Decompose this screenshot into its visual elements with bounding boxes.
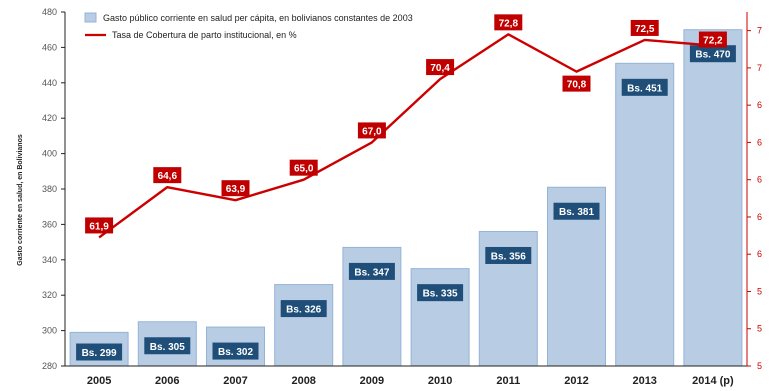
bar-label-box [76,343,123,361]
legend-label-bars: Gasto público corriente en salud per cáp… [103,13,413,23]
y2-tick-label: 5 [757,361,762,371]
x-tick-label: 2009 [360,375,384,387]
y2-tick-label: 5 [757,324,762,334]
bar-2008 [274,284,334,367]
line-value-label: 72,8 [499,18,519,29]
bar-value-label: Bs. 347 [354,267,389,278]
y2-tick-label: 6 [757,175,762,185]
y-tick-label: 440 [42,78,57,88]
y2-tick-label: 6 [757,100,762,110]
bar-label-box [553,202,600,220]
line-label-box [698,31,727,48]
y2-tick-label: 5 [757,286,762,296]
bar-2010 [410,268,470,367]
x-tick-label: 2013 [632,375,656,387]
bar-value-label: Bs. 470 [695,50,730,61]
bar-label-box [417,284,464,302]
y-tick-label: 300 [42,326,57,336]
y-tick-label: 380 [42,184,57,194]
x-tick-label: 2006 [155,375,179,387]
bar-value-label: Bs. 451 [627,83,662,94]
y-axis-label: Gasto corriente en salud, en Bolivianos [17,134,24,266]
line-label-box [562,75,591,92]
y-tick-label: 360 [42,219,57,229]
y-tick-label: 480 [42,7,57,17]
line-value-label: 72,2 [703,36,723,47]
y-tick-label: 340 [42,255,57,265]
line-label-box [289,159,318,176]
bar-value-label: Bs. 302 [218,347,253,358]
bar-label-box [212,342,259,360]
line-value-label: 70,4 [430,63,450,74]
line-label-box [85,217,114,234]
x-tick-label: 2011 [496,375,520,387]
x-tick-label: 2010 [428,375,452,387]
x-tick-label: 2005 [87,375,111,387]
y2-tick-label: 7 [757,26,762,36]
bar-value-label: Bs. 381 [559,207,594,218]
line-value-label: 61,9 [89,221,109,232]
axes-layer: 280 300 320 340 360 380 400 420 440 460 480 2005 200… [42,7,762,387]
y2-tick-label: 6 [757,212,762,222]
x-tick-label: 2012 [564,375,588,387]
x-tick-label: 2014 (p) [692,375,734,387]
line-label-box [357,122,386,139]
line-value-label: 67,0 [362,126,382,137]
x-tick-label: 2007 [223,375,247,387]
line-label-box [426,59,455,76]
line-label-box [630,19,659,36]
line-label-box [153,167,182,184]
y2-tick-label: 6 [757,249,762,259]
y-tick-label: 460 [42,42,57,52]
bar-label-box [144,337,191,355]
coverage-line [98,33,713,239]
bar-value-label: Bs. 335 [423,289,458,300]
bar-2014p [683,29,743,367]
line-label-box [221,180,250,197]
legend-swatch-bars [84,12,97,23]
line-value-label: 63,9 [226,184,246,195]
bar-value-label: Bs. 305 [150,342,185,353]
y2-tick-label: 6 [757,137,762,147]
y-tick-label: 400 [42,149,57,159]
bar-2013 [615,62,675,367]
bar-label-box [689,45,736,63]
line-label-box [494,14,523,31]
y2-tick-label: 7 [757,63,762,73]
bar-value-label: Bs. 326 [286,305,321,316]
bar-value-label: Bs. 299 [82,348,117,359]
legend: Gasto público corriente en salud per cáp… [84,12,413,40]
y-tick-label: 420 [42,113,57,123]
line-layer: 61,9 64,6 63,9 65,0 67,0 70,4 72,8 70,8 72,5 72,2 [85,14,727,239]
y-tick-label: 320 [42,290,57,300]
line-value-label: 72,5 [635,24,655,35]
x-tick-label: 2008 [291,375,315,387]
line-value-label: 65,0 [294,164,314,175]
line-value-label: 64,6 [158,171,178,182]
bar-label-box [348,262,395,280]
bar-label-box [280,300,327,318]
bar-value-label: Bs. 356 [491,251,526,262]
line-value-label: 70,8 [567,80,587,91]
legend-label-line: Tasa de Cobertura de parto institucional… [112,30,297,40]
y-tick-label: 280 [42,361,57,371]
bars-layer: Bs. 299 Bs. 305 Bs. 302 Bs. 326 Bs. 347 Bs. 3… [69,29,743,367]
bar-label-box [485,246,532,264]
bar-label-box [621,78,668,96]
